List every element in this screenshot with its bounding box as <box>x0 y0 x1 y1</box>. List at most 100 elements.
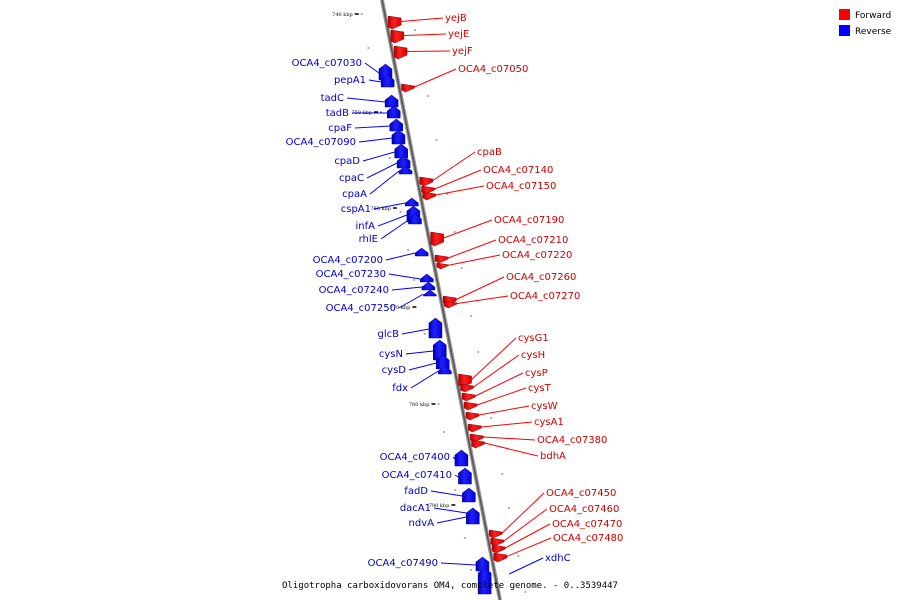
gene-arrow <box>419 176 434 187</box>
minor-ticks <box>360 13 527 593</box>
gene-label: yejE <box>448 29 469 40</box>
gene-label: dacA1 <box>400 503 431 514</box>
gene-reverse-pepa1[interactable]: pepA1 <box>334 74 395 88</box>
gene-leader <box>471 337 517 380</box>
gene-forward-cysg1[interactable]: cysG1 <box>458 333 549 388</box>
gene-forward-oca4-c07380[interactable]: OCA4_c07380 <box>470 433 607 446</box>
gene-forward-oca4-c07150[interactable]: OCA4_c07150 <box>422 181 557 201</box>
gene-arrow <box>468 423 482 433</box>
gene-reverse-cpaa[interactable]: cpaA <box>342 165 413 200</box>
gene-arrow <box>390 29 405 44</box>
gene-arrow <box>493 552 508 563</box>
gene-reverse-oca4-c07200[interactable]: OCA4_c07200 <box>313 247 429 266</box>
gene-reverse-oca4-c07490[interactable]: OCA4_c07490 <box>368 556 490 572</box>
gene-reverse-tadc[interactable]: tadC <box>321 93 399 108</box>
gene-forward-oca4-c07190[interactable]: OCA4_c07190 <box>430 215 565 247</box>
gene-reverse-ndva[interactable]: ndvA <box>409 507 480 529</box>
gene-arrow <box>398 165 413 175</box>
gene-forward-cysh[interactable]: cysH <box>460 350 546 393</box>
gene-leader <box>385 252 416 261</box>
gene-label: tadC <box>321 93 344 104</box>
gene-reverse-cpac[interactable]: cpaC <box>339 155 411 184</box>
gene-forward-oca4-c07220[interactable]: OCA4_c07220 <box>436 250 573 270</box>
gene-reverse-glcb[interactable]: glcB <box>378 317 443 340</box>
gene-forward-bdha[interactable]: bdhA <box>471 439 566 462</box>
gene-label: OCA4_c07050 <box>458 64 528 75</box>
gene-reverse-tadb[interactable]: tadB <box>326 105 401 119</box>
gene-forward-oca4-c07470[interactable]: OCA4_c07470 <box>491 519 622 554</box>
gene-reverse-rhle[interactable]: rhlE <box>359 213 422 245</box>
kbp-label: 780 kbp <box>409 402 430 408</box>
gene-forward-oca4-c07450[interactable]: OCA4_c07450 <box>489 488 616 539</box>
gene-forward-cyst[interactable]: cysT <box>463 383 552 411</box>
gene-reverse-oca4-c07410[interactable]: OCA4_c07410 <box>382 467 472 485</box>
gene-leader <box>473 354 520 388</box>
gene-forward-oca4-c07480[interactable]: OCA4_c07480 <box>493 533 624 563</box>
gene-label: cpaC <box>339 173 364 184</box>
gene-forward-oca4-c07210[interactable]: OCA4_c07210 <box>434 235 568 264</box>
gene-reverse-cpad[interactable]: cpaD <box>334 143 408 167</box>
gene-label: OCA4_c07460 <box>549 504 619 515</box>
gene-leader <box>454 474 459 478</box>
gene-leader <box>508 557 544 575</box>
gene-arrow <box>421 281 436 291</box>
gene-label: fadD <box>404 486 428 497</box>
gene-reverse-cysn[interactable]: cysN <box>379 339 447 361</box>
gene-leader <box>440 562 476 566</box>
gene-label: OCA4_c07150 <box>486 181 556 192</box>
gene-arrow <box>414 247 429 257</box>
gene-forward-yejb[interactable]: yejB <box>387 13 467 30</box>
gene-label: OCA4_c07250 <box>326 303 396 314</box>
gene-label: ndvA <box>409 518 435 529</box>
gene-reverse-oca4-c07250[interactable]: OCA4_c07250 <box>326 289 437 314</box>
gene-reverse-oca4-c07400[interactable]: OCA4_c07400 <box>380 449 469 467</box>
gene-leader <box>366 162 398 179</box>
gene-label: cysT <box>528 383 552 394</box>
gene-forward-oca4-c07140[interactable]: OCA4_c07140 <box>421 165 554 195</box>
gene-forward-cpab[interactable]: cpaB <box>419 147 502 187</box>
gene-forward-oca4-c07270[interactable]: OCA4_c07270 <box>443 291 580 309</box>
gene-label: OCA4_c07470 <box>552 519 622 530</box>
gene-leader <box>377 214 408 227</box>
gene-leader <box>501 492 545 534</box>
gene-leader <box>405 350 434 355</box>
gene-forward-yejf[interactable]: yejF <box>393 45 473 60</box>
gene-forward-yeje[interactable]: yejE <box>390 29 469 44</box>
gene-reverse-oca4-c07230[interactable]: OCA4_c07230 <box>316 269 434 283</box>
gene-leader <box>398 293 424 309</box>
gene-label: cysN <box>379 349 403 360</box>
gene-label: cysD <box>382 365 407 376</box>
gene-forward-cysw[interactable]: cysW <box>465 401 558 421</box>
gene-reverse-cspa1[interactable]: cspA1 <box>341 197 419 215</box>
gene-label: xdhC <box>545 553 571 564</box>
gene-reverse-oca4-c07090[interactable]: OCA4_c07090 <box>286 129 406 148</box>
gene-label: OCA4_c07490 <box>368 558 438 569</box>
gene-reverse-oca4-c07240[interactable]: OCA4_c07240 <box>319 281 436 296</box>
gene-leader <box>503 508 548 542</box>
gene-label: cpaF <box>328 123 352 134</box>
gene-forward-oca4-c07050[interactable]: OCA4_c07050 <box>401 64 529 93</box>
gene-arrow <box>401 83 415 93</box>
gene-reverse-cysd[interactable]: cysD <box>382 354 450 376</box>
gene-reverse-fdx[interactable]: fdx <box>392 365 452 394</box>
gene-arrow <box>391 129 406 145</box>
gene-arrow <box>393 45 408 60</box>
kbp-label: 760 kbp <box>370 206 391 212</box>
gene-arrow <box>471 439 485 449</box>
gene-reverse-xdhc[interactable]: xdhC <box>477 553 571 595</box>
gene-reverse-cpaf[interactable]: cpaF <box>328 118 404 134</box>
gene-arrow <box>387 15 402 30</box>
gene-leader <box>380 219 409 240</box>
gene-arrow <box>430 231 444 247</box>
gene-label: cysP <box>525 368 548 379</box>
gene-label: OCA4_c07450 <box>546 488 616 499</box>
gene-label: OCA4_c07220 <box>502 250 572 261</box>
gene-forward-oca4-c07460[interactable]: OCA4_c07460 <box>490 504 620 547</box>
gene-reverse-fadd[interactable]: fadD <box>404 486 476 503</box>
gene-leader <box>354 125 390 129</box>
gene-leader <box>414 68 457 88</box>
gene-leader <box>368 79 382 83</box>
gene-leader <box>475 372 524 397</box>
gene-forward-cysa1[interactable]: cysA1 <box>468 417 564 433</box>
gene-forward-cysp[interactable]: cysP <box>462 368 548 402</box>
